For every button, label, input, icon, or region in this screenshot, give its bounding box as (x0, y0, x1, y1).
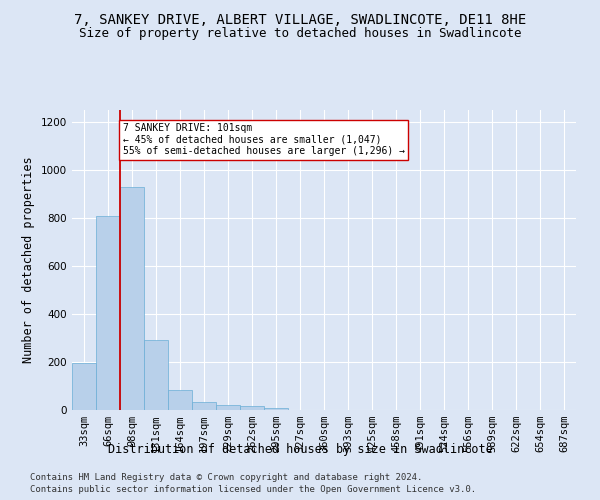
Text: Size of property relative to detached houses in Swadlincote: Size of property relative to detached ho… (79, 28, 521, 40)
Bar (72, 363, 96, 410)
Bar (240, 406, 264, 410)
Text: Distribution of detached houses by size in Swadlincote: Distribution of detached houses by size … (107, 442, 493, 456)
Bar (264, 408, 288, 410)
Bar (168, 390, 192, 410)
Bar (120, 187, 144, 410)
Bar (192, 402, 216, 410)
Text: 7, SANKEY DRIVE, ALBERT VILLAGE, SWADLINCOTE, DE11 8HE: 7, SANKEY DRIVE, ALBERT VILLAGE, SWADLIN… (74, 12, 526, 26)
Bar (144, 340, 168, 410)
Text: Contains public sector information licensed under the Open Government Licence v3: Contains public sector information licen… (30, 485, 476, 494)
Text: Contains HM Land Registry data © Crown copyright and database right 2024.: Contains HM Land Registry data © Crown c… (30, 472, 422, 482)
Bar (96, 216, 120, 410)
Y-axis label: Number of detached properties: Number of detached properties (22, 156, 35, 364)
Text: 7 SANKEY DRIVE: 101sqm
← 45% of detached houses are smaller (1,047)
55% of semi-: 7 SANKEY DRIVE: 101sqm ← 45% of detached… (123, 123, 405, 156)
Bar (216, 405, 240, 410)
